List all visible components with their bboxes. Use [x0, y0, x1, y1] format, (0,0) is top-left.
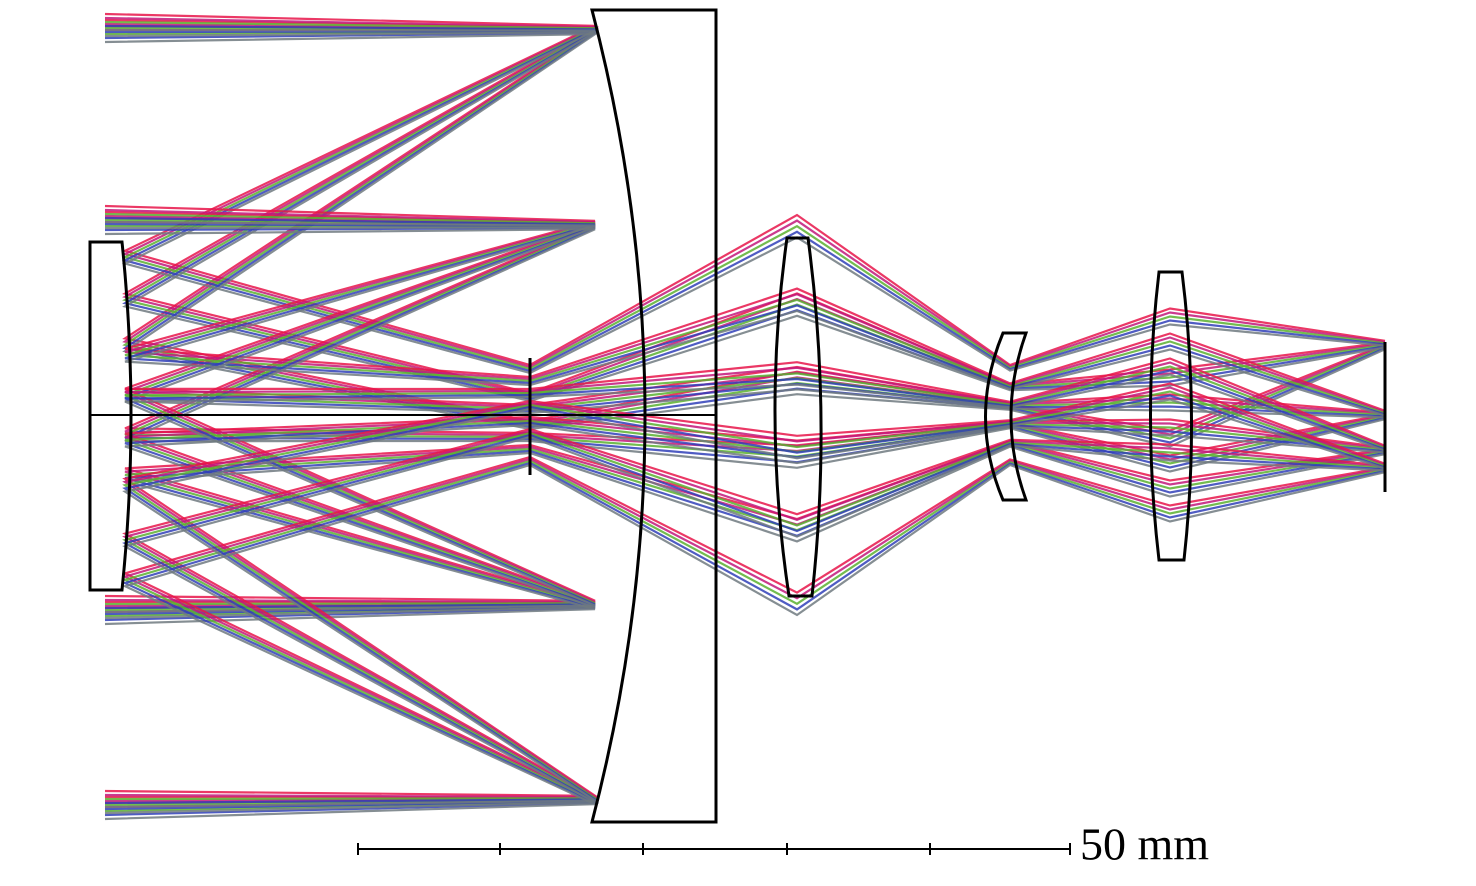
ray [104, 222, 1386, 418]
ray [104, 30, 1386, 401]
ray [104, 226, 1386, 469]
ray [104, 427, 1386, 799]
ray [104, 361, 1386, 604]
ray [104, 431, 1386, 807]
ray [104, 444, 1386, 622]
scale-bar [357, 843, 1071, 855]
ray [104, 390, 1386, 801]
ray [104, 31, 1386, 403]
ray [104, 226, 1386, 419]
lens-2 [984, 331, 1029, 502]
ray [104, 394, 1386, 805]
ray [104, 445, 1386, 626]
ray [104, 421, 1386, 616]
ray [104, 461, 1386, 817]
ray [104, 455, 1386, 805]
ray [104, 212, 1386, 415]
ray [104, 463, 1386, 821]
ray [104, 365, 1386, 606]
ray [104, 435, 1386, 815]
ray [104, 22, 1386, 397]
ray [104, 228, 1386, 473]
ray [104, 28, 1386, 375]
ray [104, 31, 1386, 444]
ray [104, 459, 1386, 813]
ray [104, 204, 1386, 412]
scale-label: 50 mm [1080, 819, 1209, 870]
ray [104, 423, 1386, 620]
secondary-mirror [88, 240, 133, 592]
ray [104, 457, 1386, 809]
ray [104, 433, 1386, 811]
ray [104, 386, 1386, 799]
primary-mirror [590, 8, 718, 824]
ray [104, 373, 1386, 614]
ray [104, 398, 1386, 809]
lens-1 [773, 236, 823, 598]
ray [104, 382, 1386, 797]
ray [104, 220, 1386, 417]
ray [104, 419, 1386, 612]
ray [104, 16, 1386, 369]
ray [104, 24, 1386, 373]
ray [104, 442, 1386, 618]
ray [104, 20, 1386, 371]
ray [104, 216, 1386, 416]
ray [104, 208, 1386, 414]
ray [104, 429, 1386, 803]
ray [104, 33, 1386, 448]
ray [104, 357, 1386, 602]
lens-3 [1149, 270, 1194, 562]
ray [104, 369, 1386, 610]
ray [104, 12, 1386, 367]
ray-traces [104, 12, 1386, 821]
